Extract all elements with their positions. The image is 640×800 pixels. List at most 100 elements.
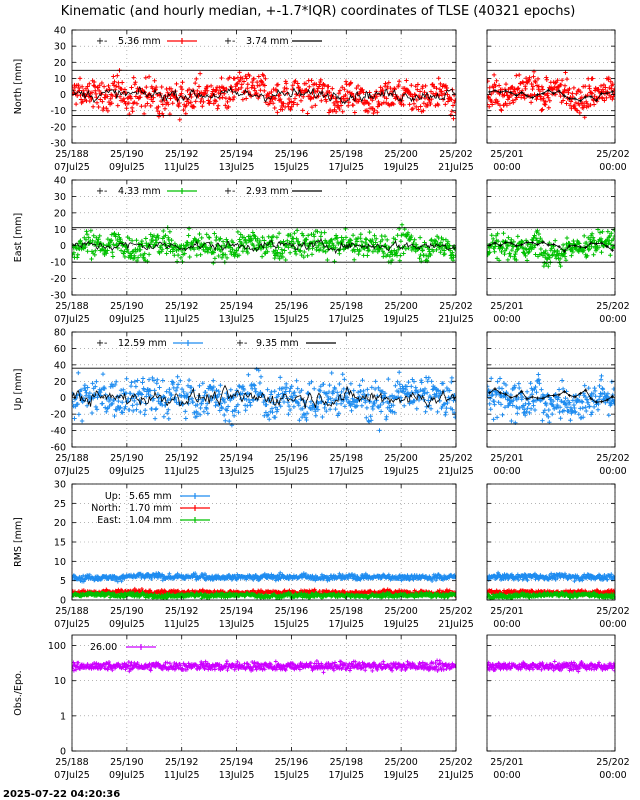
x-tick-label: 25/200 [384, 149, 417, 160]
north-zoom-median-points [488, 88, 614, 103]
obs-legend: 26.00 [90, 642, 156, 653]
x-tick-label: 25/196 [275, 453, 308, 464]
x-tick-label: 25/200 [384, 606, 417, 617]
timestamp: 2025-07-22 04:20:36 [3, 789, 120, 800]
y-tick-label: -20 [50, 410, 66, 421]
y-tick-label: -10 [50, 258, 66, 269]
north-zoom-series-0-points [487, 69, 615, 120]
north-zoom-plot: 25/201 00:00 25/202 00:00 [486, 29, 630, 173]
x-tick-label: 11Jul25 [164, 619, 200, 630]
x-tick-label: 13Jul25 [219, 466, 255, 477]
up-zoom-series-0-points [487, 372, 615, 425]
chart-title: Kinematic (and hourly median, +-1.7*IQR)… [61, 4, 576, 19]
x-tick-label: 00:00 [493, 162, 520, 173]
y-tick-label: 0 [60, 596, 66, 607]
x-tick-label: 00:00 [493, 619, 520, 630]
x-tick-label: 25/201 [490, 757, 523, 768]
rms-zoom-plot: 25/201 00:00 25/202 00:00 [486, 483, 630, 630]
x-tick-label: 25/190 [110, 453, 143, 464]
legend-value: 26.00 [90, 642, 117, 653]
legend-value: 4.33 mm [118, 186, 161, 197]
y-tick-label: 30 [54, 42, 66, 53]
y-tick-label: 40 [54, 360, 66, 371]
x-tick-label: 07Jul25 [54, 770, 90, 781]
north-main-median-line [72, 86, 456, 105]
legend-label: Up: [105, 491, 121, 502]
y-axis-label: North [mm] [13, 59, 24, 115]
x-tick-label: 21Jul25 [438, 314, 474, 325]
x-tick-label: 00:00 [493, 314, 520, 325]
x-tick-label: 25/194 [220, 757, 253, 768]
up-zoom-frame [486, 331, 616, 448]
east-main-frame [71, 179, 457, 296]
legend-value: 12.59 mm [118, 338, 167, 349]
x-tick-label: 19Jul25 [383, 314, 419, 325]
x-tick-label: 00:00 [599, 770, 626, 781]
x-tick-label: 25/196 [275, 149, 308, 160]
y-tick-label: 10 [54, 676, 66, 687]
x-tick-label: 13Jul25 [219, 770, 255, 781]
x-tick-label: 25/192 [165, 301, 198, 312]
y-tick-label: 100 [48, 641, 66, 652]
y-tick-label: 60 [54, 344, 66, 355]
x-tick-label: 00:00 [599, 466, 626, 477]
x-tick-label: 15Jul25 [274, 314, 310, 325]
x-tick-label: 25/190 [110, 149, 143, 160]
y-tick-label: 10 [54, 74, 66, 85]
x-tick-label: 13Jul25 [219, 162, 255, 173]
x-tick-label: 25/198 [330, 606, 363, 617]
legend-marker: +- [96, 186, 107, 197]
legend-marker: +- [96, 338, 107, 349]
x-tick-label: 25/192 [165, 606, 198, 617]
x-tick-label: 15Jul25 [274, 619, 310, 630]
x-tick-label: 07Jul25 [54, 314, 90, 325]
x-tick-label: 13Jul25 [219, 619, 255, 630]
x-tick-label: 00:00 [599, 162, 626, 173]
x-tick-label: 19Jul25 [383, 619, 419, 630]
x-tick-label: 13Jul25 [219, 314, 255, 325]
x-tick-label: 00:00 [599, 314, 626, 325]
obs-zoom-marks [487, 659, 615, 674]
y-tick-label: 5 [60, 576, 66, 587]
x-tick-label: 19Jul25 [383, 466, 419, 477]
x-tick-label: 09Jul25 [109, 466, 145, 477]
y-tick-label: 0 [60, 747, 66, 758]
x-tick-label: 25/201 [490, 453, 523, 464]
legend-marker: +- [224, 186, 235, 197]
x-tick-label: 11Jul25 [164, 314, 200, 325]
y-tick-label: 15 [54, 538, 66, 549]
obs-zoom-plot: 25/201 00:00 25/202 00:00 [486, 634, 630, 781]
y-tick-label: 10 [54, 225, 66, 236]
x-tick-label: 19Jul25 [383, 162, 419, 173]
y-tick-label: -30 [50, 139, 66, 150]
obs-main-plot: 25/188 07Jul25 25/190 09Jul25 25/192 11Jul25 2… [54, 634, 474, 781]
x-tick-label: 15Jul25 [274, 162, 310, 173]
north-legend: +- 5.36 mm +- 3.74 mm [96, 36, 322, 47]
x-tick-label: 25/194 [220, 149, 253, 160]
rms-zoom-series-0-points [487, 570, 615, 584]
y-tick-label: 1 [60, 711, 66, 722]
x-tick-label: 25/198 [330, 757, 363, 768]
up-zoom-median-points [488, 387, 614, 404]
x-tick-label: 25/202 [439, 757, 472, 768]
panel-east: 25/188 07Jul25 25/190 09Jul25 25/192 11Jul25 2… [13, 176, 630, 326]
x-tick-label: 00:00 [493, 466, 520, 477]
y-tick-label: 25 [54, 499, 66, 510]
x-tick-label: 25/201 [490, 606, 523, 617]
x-tick-label: 00:00 [599, 619, 626, 630]
x-tick-label: 09Jul25 [109, 619, 145, 630]
y-tick-label: 0 [60, 241, 66, 252]
x-tick-label: 07Jul25 [54, 466, 90, 477]
up-legend: +- 12.59 mm +- 9.35 mm [96, 338, 336, 349]
legend-value: 1.04 mm [129, 515, 172, 526]
obs-zoom-frame [486, 634, 616, 752]
x-tick-label: 17Jul25 [328, 466, 364, 477]
x-tick-label: 25/201 [490, 149, 523, 160]
x-tick-label: 11Jul25 [164, 770, 200, 781]
y-tick-label: -30 [50, 291, 66, 302]
up-main-frame [71, 331, 457, 448]
x-tick-label: 25/202 [596, 453, 629, 464]
x-tick-label: 25/188 [55, 301, 88, 312]
north-main-marks [72, 68, 456, 122]
north-zoom-marks [487, 69, 615, 120]
